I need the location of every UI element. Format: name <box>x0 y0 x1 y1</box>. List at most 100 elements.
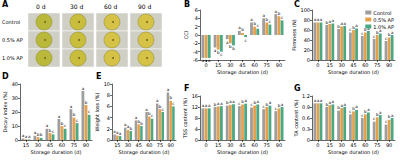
svg-text:a: a <box>82 86 85 91</box>
svg-text:c: c <box>245 38 247 43</box>
svg-text:a: a <box>119 131 122 136</box>
svg-text:60: 60 <box>251 142 257 148</box>
svg-text:b: b <box>129 126 132 131</box>
svg-text:100: 100 <box>300 7 310 13</box>
svg-text:c: c <box>52 129 54 134</box>
svg-text:1.2: 1.2 <box>302 93 310 99</box>
svg-text:8: 8 <box>107 92 110 98</box>
svg-text:90: 90 <box>276 62 282 68</box>
svg-text:a: a <box>28 134 31 139</box>
svg-text:a: a <box>269 100 272 105</box>
svg-text:Firmness (N): Firmness (N) <box>291 19 297 50</box>
svg-text:-6: -6 <box>193 57 198 63</box>
svg-text:4: 4 <box>107 115 110 121</box>
svg-text:30: 30 <box>338 62 344 68</box>
svg-text:1.0% AP: 1.0% AP <box>373 24 394 30</box>
svg-text:6: 6 <box>195 7 198 13</box>
svg-text:G: G <box>294 84 301 93</box>
svg-text:Storage duration (d): Storage duration (d) <box>328 69 379 76</box>
svg-text:Storage duration (d): Storage duration (d) <box>217 149 268 156</box>
svg-text:a: a <box>208 58 211 63</box>
svg-text:c: c <box>373 34 375 39</box>
svg-text:60 d: 60 d <box>104 3 118 10</box>
svg-text:Storage duration (d): Storage duration (d) <box>119 149 170 156</box>
svg-text:b: b <box>232 46 235 51</box>
svg-text:75: 75 <box>264 62 270 68</box>
svg-text:10: 10 <box>104 81 110 87</box>
svg-text:20: 20 <box>304 47 310 53</box>
svg-text:c: c <box>361 113 363 118</box>
svg-text:75: 75 <box>157 142 163 148</box>
svg-text:0 d: 0 d <box>36 3 46 10</box>
svg-text:c: c <box>361 31 363 36</box>
svg-text:TSS content (%): TSS content (%) <box>182 98 188 139</box>
svg-text:30: 30 <box>227 142 233 148</box>
svg-text:1.0% AP: 1.0% AP <box>2 55 23 61</box>
svg-text:c: c <box>257 23 259 28</box>
svg-text:40: 40 <box>12 81 18 87</box>
svg-text:a: a <box>343 21 346 26</box>
svg-text:-4: -4 <box>193 49 198 55</box>
svg-text:a: a <box>58 114 61 119</box>
svg-text:c: c <box>250 102 252 107</box>
svg-text:12: 12 <box>192 104 198 110</box>
svg-text:a: a <box>355 23 358 28</box>
svg-text:20: 20 <box>12 109 18 115</box>
svg-text:75: 75 <box>71 142 77 148</box>
svg-text:Weight loss (%): Weight loss (%) <box>94 93 101 132</box>
svg-text:75: 75 <box>374 62 380 68</box>
svg-text:c: c <box>385 119 387 124</box>
svg-text:90: 90 <box>386 142 392 148</box>
svg-text:90: 90 <box>386 62 392 68</box>
svg-text:c: c <box>269 19 271 24</box>
svg-text:c: c <box>172 101 174 106</box>
svg-text:a: a <box>244 98 247 103</box>
svg-text:4: 4 <box>195 126 198 132</box>
svg-text:c: c <box>349 27 351 32</box>
svg-text:30: 30 <box>227 62 233 68</box>
svg-text:90: 90 <box>276 142 282 148</box>
svg-text:b: b <box>73 112 76 117</box>
svg-text:c: c <box>281 15 283 20</box>
svg-text:C: C <box>294 0 300 9</box>
svg-text:0: 0 <box>307 137 310 143</box>
svg-text:a: a <box>70 104 73 109</box>
svg-text:b: b <box>140 121 143 126</box>
svg-text:a: a <box>320 98 323 103</box>
svg-text:c: c <box>64 123 66 128</box>
svg-text:45: 45 <box>47 142 53 148</box>
svg-text:0.3: 0.3 <box>302 126 310 132</box>
svg-text:a: a <box>332 18 335 23</box>
svg-text:a: a <box>156 98 159 103</box>
svg-text:15: 15 <box>23 142 29 148</box>
svg-text:0: 0 <box>195 137 198 143</box>
svg-text:c: c <box>162 107 164 112</box>
svg-text:0: 0 <box>316 62 319 68</box>
svg-text:a: a <box>208 103 211 108</box>
svg-text:15: 15 <box>327 62 333 68</box>
svg-text:b: b <box>40 132 43 137</box>
svg-text:c: c <box>263 104 265 109</box>
svg-text:E: E <box>96 72 101 81</box>
svg-text:Storage duration (d): Storage duration (d) <box>217 69 268 76</box>
svg-text:a: a <box>220 101 223 106</box>
svg-text:60: 60 <box>146 142 152 148</box>
svg-text:60: 60 <box>362 62 368 68</box>
svg-text:0.6: 0.6 <box>302 115 310 121</box>
svg-text:0.5% AP: 0.5% AP <box>2 37 23 43</box>
svg-text:-2: -2 <box>193 40 198 46</box>
svg-text:a: a <box>232 99 235 104</box>
svg-text:0: 0 <box>307 57 310 63</box>
svg-text:0: 0 <box>316 142 319 148</box>
svg-text:a: a <box>281 102 284 107</box>
svg-text:90: 90 <box>83 142 89 148</box>
svg-text:30: 30 <box>125 142 131 148</box>
svg-text:D: D <box>2 72 9 81</box>
svg-text:0: 0 <box>204 142 207 148</box>
svg-text:c: c <box>373 116 375 121</box>
svg-text:TA content (%): TA content (%) <box>293 99 299 137</box>
svg-text:60: 60 <box>59 142 65 148</box>
svg-text:75: 75 <box>374 142 380 148</box>
svg-text:0: 0 <box>107 137 110 143</box>
svg-text:45: 45 <box>135 142 141 148</box>
